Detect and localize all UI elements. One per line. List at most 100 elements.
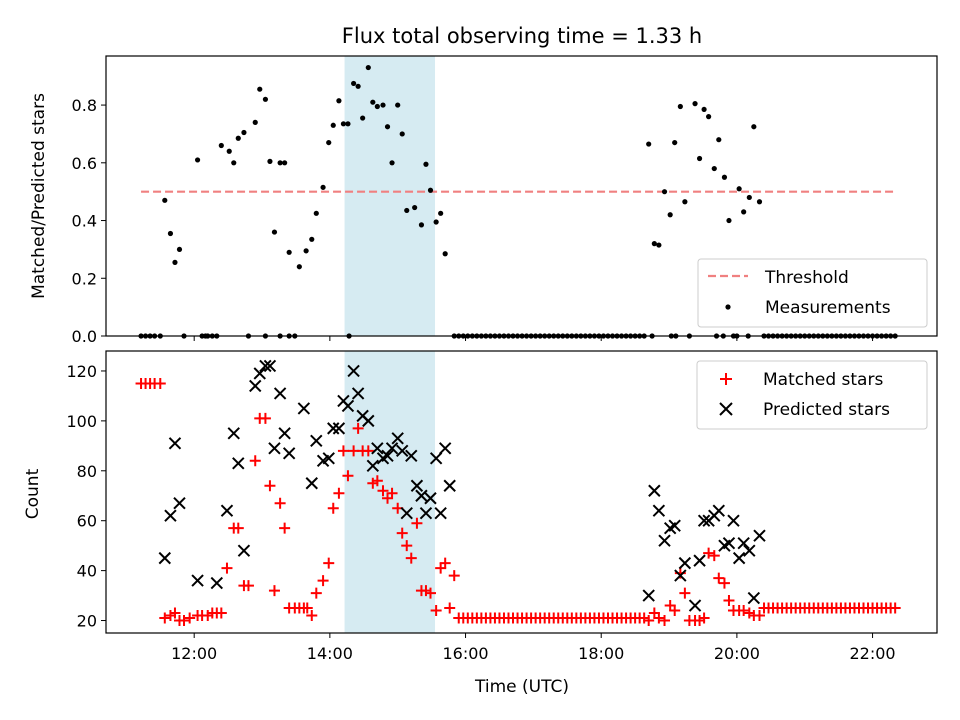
predicted-star-point xyxy=(737,536,750,550)
predicted-star-point xyxy=(688,599,702,612)
predicted-star-point xyxy=(259,359,272,373)
matched-star-point xyxy=(430,605,442,617)
predicted-star-point xyxy=(722,536,736,550)
predicted-star-point xyxy=(227,427,240,440)
predicted-star-point xyxy=(415,489,428,502)
bottom-legend-box xyxy=(696,360,928,430)
matched-star-point xyxy=(259,412,271,424)
legend-predicted-marker xyxy=(719,402,733,416)
x-tick-label: 20:00 xyxy=(714,644,760,663)
measurement-point xyxy=(756,199,763,205)
predicted-star-point xyxy=(434,507,447,520)
measurement-point xyxy=(380,102,386,108)
predicted-star-point xyxy=(168,437,182,450)
matched-star-point xyxy=(723,595,735,607)
measurement-point xyxy=(172,259,178,265)
top-plot-frame xyxy=(105,55,938,337)
top-y-axis-label: Matched/Predicted stars xyxy=(29,93,49,299)
measurement-point xyxy=(746,194,752,201)
top-y-tick-label: 0.2 xyxy=(72,269,97,288)
predicted-star-point xyxy=(443,479,456,492)
bottom-y-tick-label: 40 xyxy=(77,562,97,581)
measurement-point xyxy=(656,242,662,248)
measurement-point xyxy=(442,251,448,257)
predicted-star-point xyxy=(405,449,418,463)
matched-star-point xyxy=(362,445,374,457)
measurement-point xyxy=(320,184,326,190)
measurement-point xyxy=(365,64,371,71)
predicted-star-point xyxy=(668,519,681,532)
x-tick-label: 14:00 xyxy=(307,644,353,663)
predicted-star-point xyxy=(310,434,323,448)
top-y-tick-label: 0.4 xyxy=(72,212,97,231)
measurement-point xyxy=(661,189,668,195)
measurement-point xyxy=(257,86,263,92)
predicted-star-point xyxy=(273,387,287,400)
measurement-point xyxy=(384,124,391,130)
measurement-point xyxy=(395,102,401,108)
matched-star-point xyxy=(274,497,286,509)
measurement-point xyxy=(711,165,717,172)
chart-title: Flux total observing time = 1.33 h xyxy=(342,24,702,48)
measurement-point xyxy=(736,186,742,192)
measurement-point xyxy=(252,119,258,125)
predicted-star-point xyxy=(366,459,380,473)
measurement-point xyxy=(667,212,673,218)
predicted-star-point xyxy=(191,574,204,587)
bottom-y-tick-label: 80 xyxy=(77,462,97,481)
predicted-star-point xyxy=(322,452,335,465)
matched-star-point xyxy=(342,470,354,482)
top-panel: 0.00.20.40.60.8 Matched/Predicted stars … xyxy=(29,55,938,346)
matched-star-point xyxy=(327,502,339,514)
predicted-star-point xyxy=(297,402,311,415)
measurement-point xyxy=(677,103,683,110)
predicted-star-point xyxy=(341,399,355,413)
measurement-point xyxy=(345,121,351,127)
predicted-star-point xyxy=(282,447,296,460)
top-legend: Threshold Measurements xyxy=(697,258,928,328)
matched-star-point xyxy=(396,527,408,539)
measurement-point xyxy=(226,148,232,154)
measurement-point xyxy=(162,197,168,203)
matched-star-point xyxy=(215,607,227,619)
matched-star-point xyxy=(698,612,710,624)
matched-star-point xyxy=(889,602,901,614)
predicted-star-point xyxy=(658,534,671,547)
predicted-star-point xyxy=(396,444,409,458)
predicted-star-point xyxy=(652,504,666,517)
matched-star-point xyxy=(337,445,349,457)
measurement-point xyxy=(651,241,657,247)
predicted-star-point xyxy=(747,591,761,605)
measurement-point xyxy=(262,96,269,102)
measurement-point xyxy=(330,122,336,128)
x-tick-label: 22:00 xyxy=(850,644,896,663)
matched-star-point xyxy=(279,522,291,534)
measurement-point xyxy=(418,222,425,228)
predicted-star-point xyxy=(648,484,661,497)
matched-star-point xyxy=(178,615,190,627)
x-tick-label: 18:00 xyxy=(578,644,624,663)
measurement-point xyxy=(423,161,429,167)
bottom-legend: Matched stars Predicted stars xyxy=(696,360,928,430)
predicted-star-point xyxy=(253,367,266,380)
bottom-plot-frame xyxy=(105,350,938,634)
matched-star-point xyxy=(401,540,413,552)
legend-threshold-label: Threshold xyxy=(764,268,849,288)
measurement-point xyxy=(282,160,288,166)
matched-star-point xyxy=(242,580,254,592)
matched-star-point xyxy=(405,552,417,564)
matched-star-point xyxy=(154,377,166,389)
predicted-star-point xyxy=(678,556,692,570)
predicted-star-point xyxy=(232,457,245,470)
bottom-y-tick-label: 20 xyxy=(77,612,97,631)
legend-matched-marker xyxy=(720,373,732,385)
bottom-y-tick-label: 60 xyxy=(77,512,97,531)
measurement-point xyxy=(672,139,678,146)
matched-star-point xyxy=(249,455,261,467)
measurement-point xyxy=(351,80,357,87)
measurement-point xyxy=(360,115,366,121)
measurement-point xyxy=(751,124,757,130)
matched-star-point xyxy=(679,587,691,599)
measurement-point xyxy=(309,236,315,242)
